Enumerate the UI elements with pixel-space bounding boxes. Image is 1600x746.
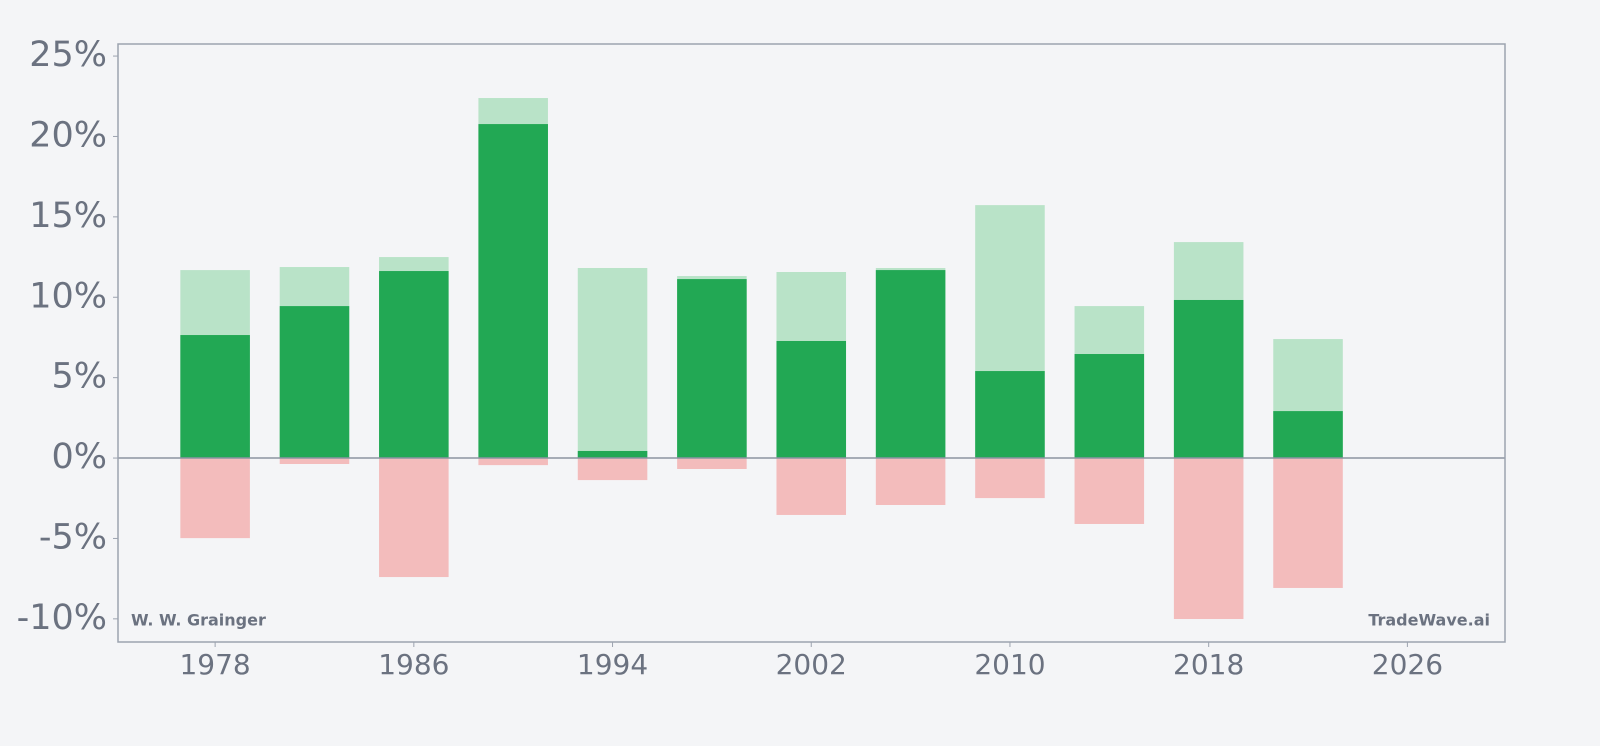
bar xyxy=(677,279,747,459)
bar xyxy=(975,371,1045,459)
y-tick-label: 15% xyxy=(29,196,107,236)
bar xyxy=(478,458,548,466)
bar xyxy=(577,458,648,481)
x-tick-label: 2010 xyxy=(974,648,1045,681)
x-tick-label: 2026 xyxy=(1372,648,1443,681)
bar xyxy=(875,458,946,506)
bar xyxy=(379,271,449,459)
y-tick-label: 25% xyxy=(29,35,107,75)
bar xyxy=(180,335,250,459)
annotation: W. W. Grainger xyxy=(131,611,266,630)
bar xyxy=(577,267,648,459)
plot-frame xyxy=(117,43,1506,643)
x-tick-label: 2002 xyxy=(776,648,847,681)
bar xyxy=(279,306,350,459)
bar xyxy=(1074,354,1145,459)
x-tick-label: 2018 xyxy=(1173,648,1244,681)
y-tick-label: -5% xyxy=(39,517,107,557)
annotation: TradeWave.ai xyxy=(1368,611,1490,630)
bar xyxy=(1173,299,1244,459)
y-tick-label: -10% xyxy=(17,598,107,638)
bar xyxy=(875,270,946,459)
x-tick-label: 1994 xyxy=(577,648,648,681)
bar xyxy=(1273,411,1343,459)
x-tick-label: 1978 xyxy=(179,648,250,681)
bar xyxy=(478,124,548,459)
bar xyxy=(1173,458,1244,620)
bar xyxy=(776,458,847,515)
bar xyxy=(577,450,648,459)
x-tick-label: 1986 xyxy=(378,648,449,681)
y-tick-label: 20% xyxy=(29,115,107,155)
bar xyxy=(975,458,1045,499)
bar xyxy=(776,340,847,459)
bar xyxy=(180,458,250,539)
bar xyxy=(1074,458,1145,524)
bar xyxy=(379,458,449,578)
y-tick-label: 5% xyxy=(51,357,107,397)
bar xyxy=(677,458,747,469)
y-tick-label: 0% xyxy=(51,437,107,477)
y-tick-label: 10% xyxy=(29,276,107,316)
bar xyxy=(1273,458,1343,588)
bar xyxy=(279,458,350,464)
